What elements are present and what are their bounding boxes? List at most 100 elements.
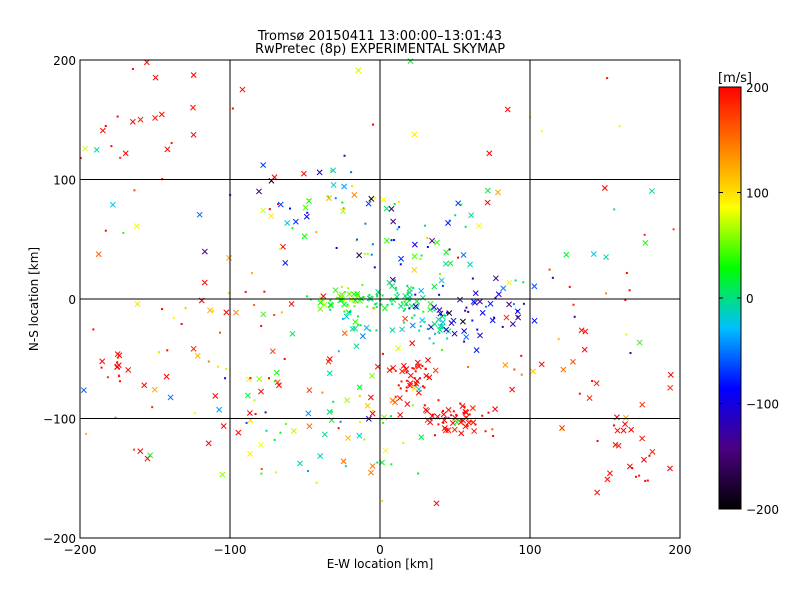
scatter-points [79, 58, 675, 507]
data-point-dot [260, 324, 263, 327]
data-point-dot [231, 107, 234, 110]
data-point-dot [289, 207, 292, 210]
data-point-cross [471, 428, 478, 435]
data-point-cross [306, 423, 313, 430]
data-point-dot [133, 448, 136, 451]
data-point-dot [358, 395, 361, 398]
data-point-dot [434, 332, 437, 335]
data-point-dot [416, 364, 419, 367]
data-point-cross [201, 248, 208, 255]
data-point-dot [119, 380, 122, 383]
data-point-dot [279, 431, 282, 434]
data-point-cross [133, 223, 140, 230]
data-point-dot [337, 427, 340, 430]
colorbar-ticks: 200 100 0 −100 −200 [719, 81, 779, 517]
data-point-dot [363, 438, 366, 441]
data-point-dot [406, 291, 409, 294]
data-point-cross [95, 251, 102, 258]
data-point-cross [99, 358, 106, 365]
data-point-cross [381, 305, 388, 312]
data-point-cross [531, 283, 538, 290]
data-point-cross [455, 200, 462, 207]
data-point-dot [351, 185, 354, 188]
data-point-dot [420, 254, 423, 257]
data-point-dot [344, 465, 347, 468]
data-point-cross [364, 402, 371, 409]
data-point-cross [622, 421, 629, 428]
data-point-dot [374, 197, 377, 200]
data-point-dot [376, 461, 379, 464]
data-point-cross [472, 290, 479, 297]
data-point-cross [504, 106, 511, 113]
data-point-dot [540, 130, 543, 133]
data-point-cross [386, 279, 393, 286]
data-point-dot [448, 248, 451, 251]
data-point-cross [114, 363, 121, 370]
data-point-dot [382, 421, 385, 424]
data-point-dot [100, 366, 103, 369]
data-point-dot [327, 195, 330, 198]
data-point-cross [479, 309, 486, 316]
data-point-cross [412, 303, 419, 310]
data-point-cross [330, 181, 337, 188]
data-point-cross [594, 489, 601, 496]
data-point-dot [394, 369, 397, 372]
data-point-dot [557, 338, 560, 341]
data-point-dot [390, 415, 393, 418]
data-point-cross [506, 279, 513, 286]
data-point-dot [426, 327, 429, 330]
y-axis-label: N-S location [km] [27, 247, 41, 351]
data-point-dot [110, 145, 113, 148]
data-point-cross [352, 318, 359, 325]
data-point-dot [612, 424, 615, 427]
data-point-cross [80, 387, 87, 394]
data-point-dot [522, 281, 525, 284]
data-point-cross [320, 293, 327, 300]
data-point-dot [373, 266, 376, 269]
data-point-dot [415, 365, 418, 368]
data-point-cross [402, 315, 409, 322]
data-point-dot [433, 309, 436, 312]
chart-subtitle: RwPretec (8p) EXPERIMENTAL SKYMAP [255, 42, 505, 57]
data-point-dot [329, 299, 332, 302]
data-point-dot [400, 380, 403, 383]
y-tick-label: 0 [68, 293, 76, 307]
x-tick-label: 100 [519, 543, 542, 557]
data-point-cross [390, 296, 397, 303]
data-point-cross [601, 185, 608, 191]
data-point-dot [158, 351, 161, 354]
data-point-dot [390, 463, 393, 466]
data-point-dot [273, 438, 276, 441]
data-point-dot [245, 421, 248, 424]
data-point-dot [342, 207, 345, 210]
data-point-dot [366, 252, 369, 255]
data-point-dot [224, 377, 227, 380]
data-point-cross [269, 348, 276, 355]
data-point-dot [408, 299, 411, 302]
x-tick-label: −100 [214, 543, 247, 557]
data-point-cross [642, 240, 649, 246]
data-point-cross [396, 395, 403, 402]
data-point-dot [460, 203, 463, 206]
data-point-dot [428, 337, 431, 340]
data-point-dot [117, 374, 120, 377]
data-point-cross [411, 267, 418, 273]
data-point-dot [265, 429, 268, 432]
y-tick-label: −100 [43, 413, 76, 427]
data-point-dot [359, 324, 362, 327]
data-point-dot [419, 257, 422, 260]
data-point-dot [273, 380, 276, 383]
data-point-cross [219, 471, 226, 478]
data-point-cross [431, 283, 438, 290]
data-point-dot [343, 299, 346, 302]
data-point-cross [407, 58, 414, 65]
data-point-dot [353, 305, 356, 308]
data-point-cross [506, 301, 513, 308]
data-point-dot [343, 154, 346, 157]
data-point-cross [503, 314, 510, 321]
data-point-cross [560, 366, 567, 373]
data-point-dot [520, 373, 523, 376]
colorbar-tick-label: −100 [746, 398, 779, 412]
data-point-cross [495, 291, 502, 298]
plot-frame [79, 59, 681, 539]
